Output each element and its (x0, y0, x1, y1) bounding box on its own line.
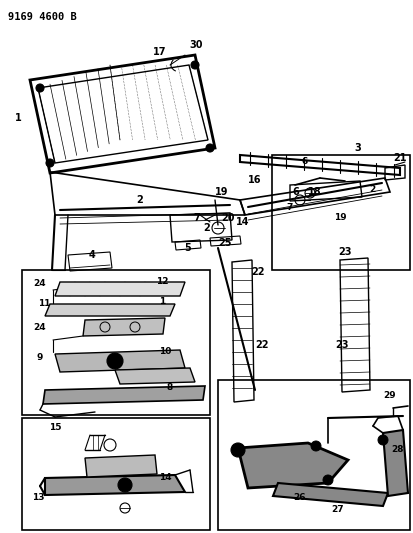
Text: 16: 16 (248, 175, 262, 185)
Polygon shape (43, 386, 205, 404)
Polygon shape (115, 368, 195, 384)
Text: 25: 25 (218, 238, 232, 248)
Polygon shape (273, 483, 388, 506)
Text: 6: 6 (293, 187, 299, 197)
Text: 19: 19 (215, 187, 229, 197)
Polygon shape (85, 455, 157, 477)
Text: 5: 5 (185, 243, 191, 253)
Text: 7: 7 (194, 213, 200, 223)
Circle shape (36, 84, 44, 92)
Text: 26: 26 (294, 494, 306, 503)
Text: 28: 28 (392, 446, 404, 455)
Polygon shape (55, 350, 185, 372)
Circle shape (378, 435, 388, 445)
Text: 15: 15 (49, 424, 61, 432)
Circle shape (323, 475, 333, 485)
Circle shape (311, 441, 321, 451)
Text: 24: 24 (34, 322, 46, 332)
Text: 23: 23 (338, 247, 352, 257)
Text: 22: 22 (251, 267, 265, 277)
Polygon shape (55, 282, 185, 296)
Bar (22, 270, 210, 415)
Circle shape (231, 443, 245, 457)
Text: 1: 1 (159, 297, 165, 306)
Text: 21: 21 (393, 153, 407, 163)
Text: 14: 14 (236, 217, 250, 227)
Circle shape (118, 478, 132, 492)
Text: 2: 2 (137, 195, 143, 205)
Text: 14: 14 (159, 472, 171, 481)
Text: 10: 10 (159, 348, 171, 357)
Text: 20: 20 (221, 213, 235, 223)
Text: 24: 24 (34, 279, 46, 288)
Text: 11: 11 (38, 298, 50, 308)
Text: 29: 29 (384, 391, 396, 400)
Text: 18: 18 (308, 187, 322, 197)
Text: 6: 6 (302, 157, 308, 166)
Text: 7: 7 (287, 204, 293, 213)
Polygon shape (383, 430, 408, 496)
Text: 9169 4600 B: 9169 4600 B (8, 12, 77, 22)
Text: 8: 8 (167, 384, 173, 392)
Bar (22, 418, 210, 530)
Text: 23: 23 (335, 340, 349, 350)
Bar (272, 155, 410, 270)
Polygon shape (83, 318, 165, 336)
Circle shape (206, 144, 214, 152)
Text: 30: 30 (189, 40, 203, 50)
Polygon shape (238, 443, 348, 488)
Text: 1: 1 (14, 113, 21, 123)
Bar (218, 380, 410, 530)
Text: 2: 2 (204, 223, 210, 233)
Text: 13: 13 (32, 492, 44, 502)
Polygon shape (45, 475, 185, 495)
Text: 12: 12 (156, 278, 168, 287)
Text: 27: 27 (332, 505, 344, 514)
Text: 9: 9 (37, 353, 43, 362)
Polygon shape (45, 304, 175, 316)
Circle shape (107, 353, 123, 369)
Text: 22: 22 (255, 340, 269, 350)
Text: 3: 3 (355, 143, 361, 153)
Text: 19: 19 (334, 214, 347, 222)
Text: 2: 2 (369, 185, 375, 195)
Circle shape (46, 159, 54, 167)
Text: 4: 4 (89, 250, 95, 260)
Circle shape (191, 61, 199, 69)
Text: 17: 17 (153, 47, 167, 57)
